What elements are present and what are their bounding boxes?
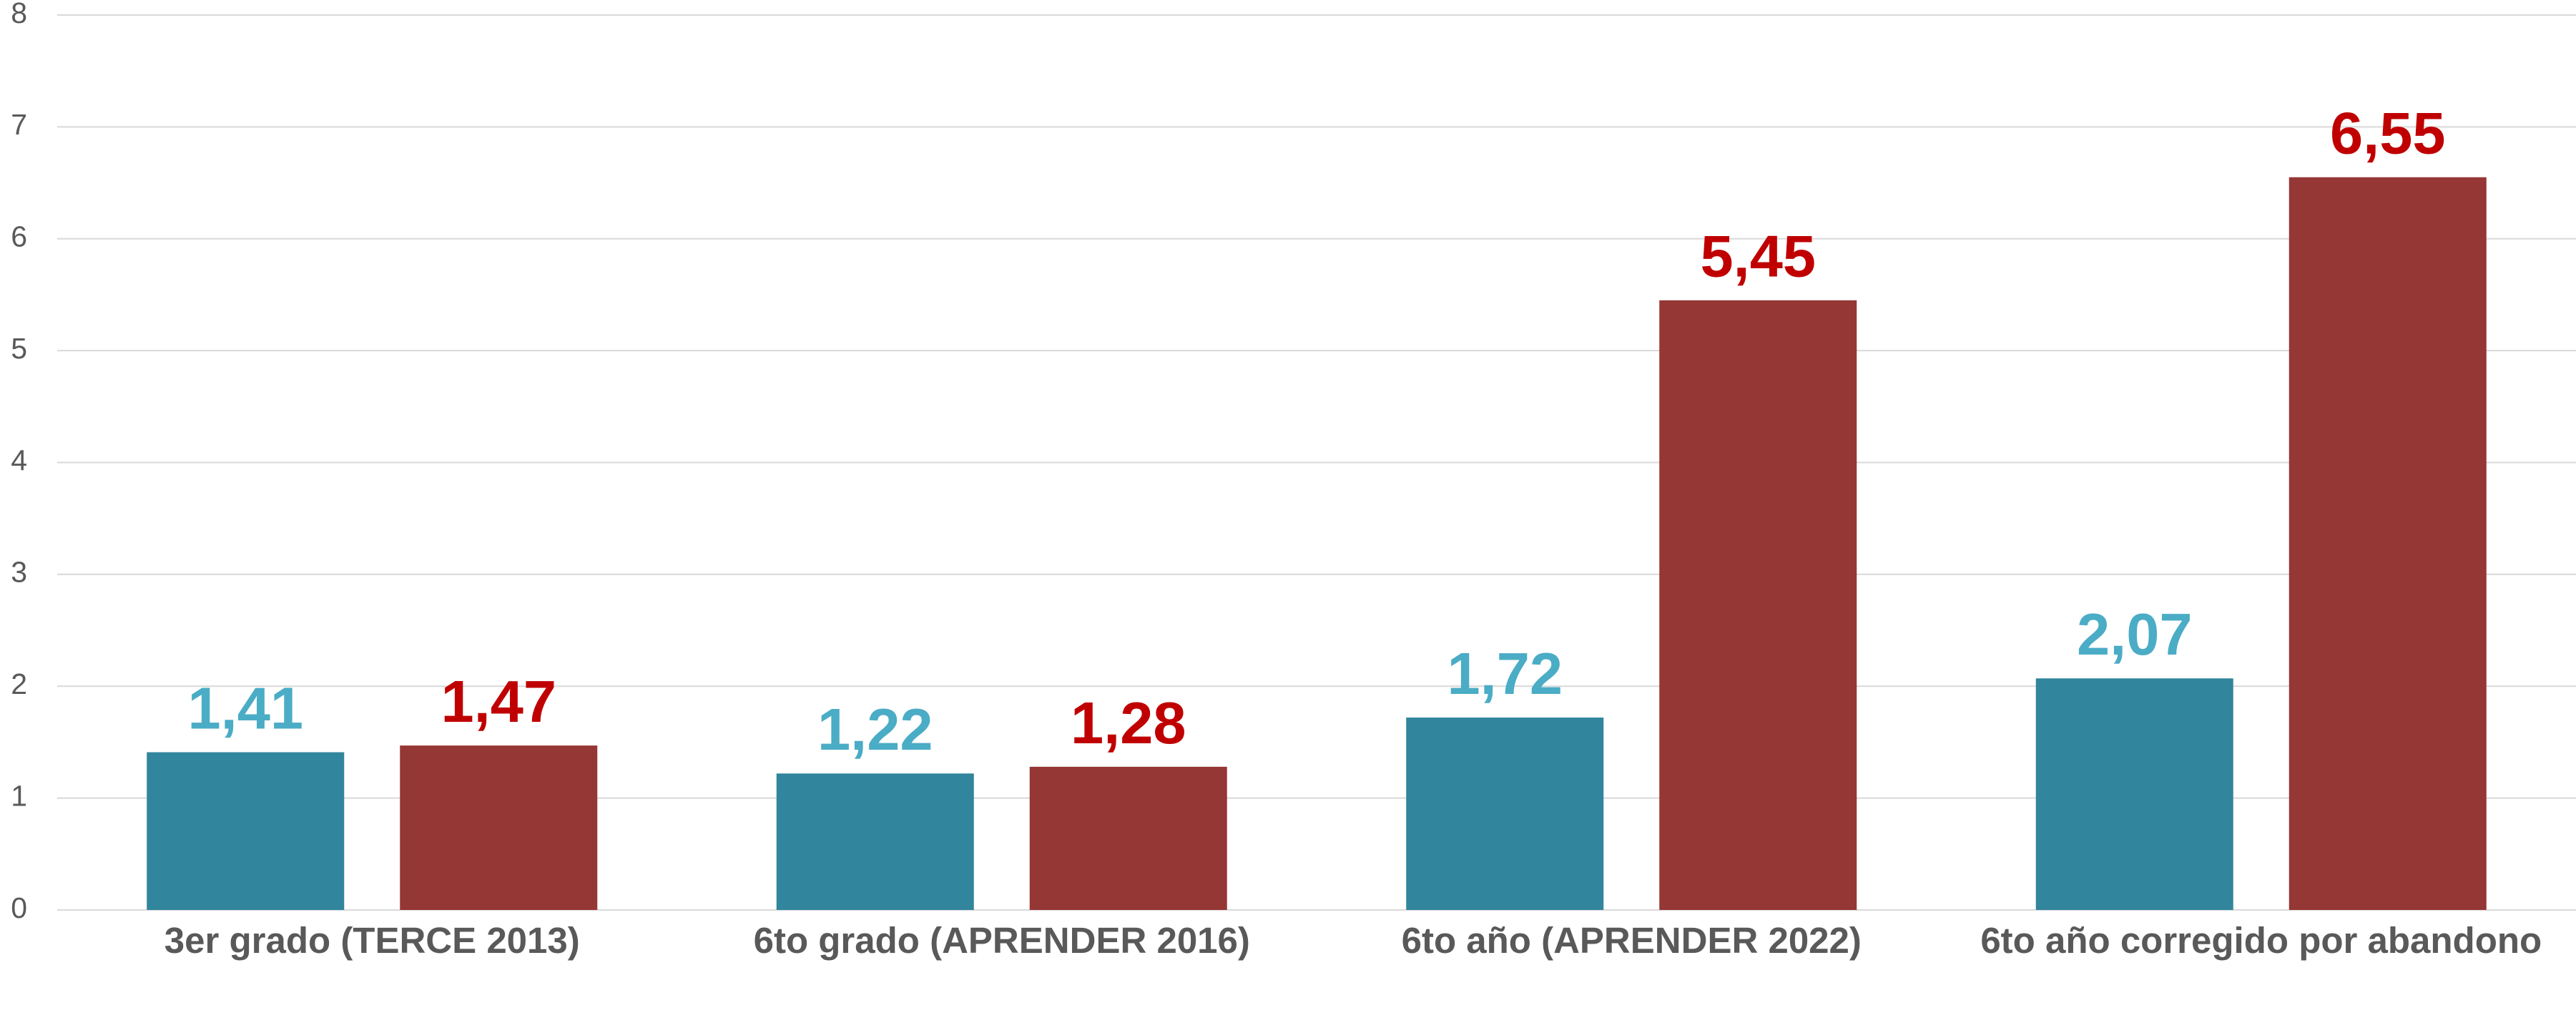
bar: [1659, 300, 1857, 911]
bar: [400, 745, 598, 910]
y-tick-label: 4: [11, 444, 27, 476]
bar: [776, 773, 974, 910]
bar: [1029, 766, 1227, 910]
value-label: 6,55: [2330, 100, 2446, 167]
value-label: 1,72: [1447, 640, 1563, 707]
bar: [147, 752, 345, 910]
value-label: 5,45: [1700, 223, 1816, 290]
y-tick-label: 0: [11, 891, 27, 924]
y-tick-label: 8: [11, 0, 27, 29]
y-tick-label: 7: [11, 108, 27, 141]
bar: [1406, 718, 1604, 910]
y-tick-label: 6: [11, 220, 27, 253]
y-tick-label: 5: [11, 332, 27, 365]
y-tick-label: 2: [11, 667, 27, 700]
x-tick-label: 6to grado (APRENDER 2016): [753, 920, 1250, 961]
value-label: 1,22: [817, 696, 933, 763]
x-tick-label: 3er grado (TERCE 2013): [164, 920, 580, 961]
x-tick-label: 6to año corregido por abandono: [1980, 920, 2542, 961]
y-tick-label: 3: [11, 556, 27, 589]
value-label: 1,28: [1071, 690, 1186, 756]
bar: [2289, 177, 2487, 910]
bar: [2035, 678, 2233, 910]
value-label: 1,41: [187, 675, 303, 741]
value-label: 2,07: [2077, 601, 2193, 667]
y-tick-label: 1: [11, 779, 27, 812]
x-tick-label: 6to año (APRENDER 2022): [1401, 920, 1862, 961]
value-label: 1,47: [441, 668, 556, 735]
